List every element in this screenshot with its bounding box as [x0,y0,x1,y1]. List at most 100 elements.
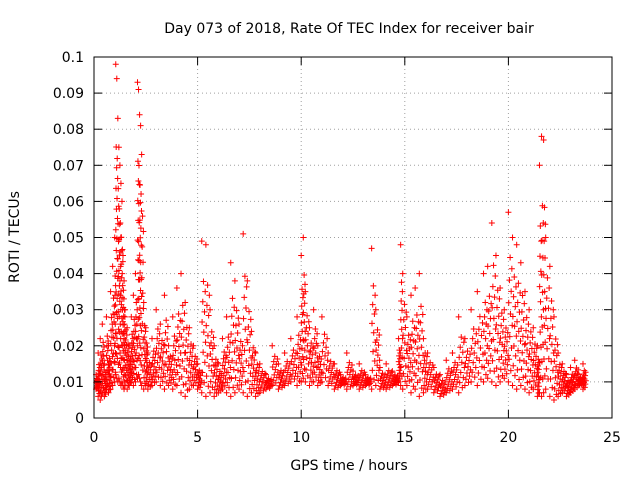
data-point [401,301,408,308]
data-point [116,205,123,212]
data-point [521,386,528,393]
data-point [115,185,122,192]
data-point [219,380,226,387]
data-point [375,367,382,374]
data-point [137,199,144,206]
data-point [97,396,104,403]
data-point [271,371,278,378]
data-point [318,378,325,385]
data-point [183,337,190,344]
data-point [582,372,589,379]
data-point [226,349,233,356]
data-point [134,296,141,303]
y-tick-label: 0 [75,411,84,427]
data-point [481,364,488,371]
data-point [554,341,561,348]
data-point [113,247,120,254]
data-point [274,356,281,363]
data-point [397,241,404,248]
data-point [247,316,254,323]
data-point [112,371,119,378]
data-point [420,389,427,396]
data-point [285,365,292,372]
data-point [535,366,542,373]
data-point [314,342,321,349]
data-point [416,393,423,400]
data-point [245,377,252,384]
data-point [403,313,410,320]
data-point [135,333,142,340]
data-point [133,321,140,328]
data-point [321,331,328,338]
data-point [409,331,416,338]
data-point [325,350,332,357]
data-point [558,364,565,371]
data-point [140,299,147,306]
data-point [107,373,114,380]
x-tick-label: 15 [396,430,414,446]
data-point [180,342,187,349]
data-point [121,321,128,328]
data-point [287,335,294,342]
data-point [224,344,231,351]
data-point [548,298,555,305]
data-point [256,364,263,371]
data-point [474,382,481,389]
data-point [245,362,252,369]
data-point [493,365,500,372]
data-point [242,305,249,312]
data-point [519,333,526,340]
data-point [514,366,521,373]
data-point [198,389,205,396]
data-point [442,378,449,385]
data-point [306,382,313,389]
data-point [149,335,156,342]
data-point [199,318,206,325]
data-point [542,221,549,228]
data-point [532,361,539,368]
data-point [250,365,257,372]
data-point [473,354,480,361]
data-point [414,345,421,352]
data-point [337,371,344,378]
data-point [203,322,210,329]
data-point [197,384,204,391]
data-point [116,162,123,169]
data-point [574,370,581,377]
data-point [131,358,138,365]
data-point [208,328,215,335]
data-point [437,383,444,390]
data-point [185,330,192,337]
data-point [555,350,562,357]
data-point [124,324,131,331]
data-point [239,364,246,371]
data-point [501,343,508,350]
data-point [381,381,388,388]
data-point [437,393,444,400]
data-point [485,360,492,367]
data-point [508,265,515,272]
data-point [493,321,500,328]
axis-ticks: 0 0.01 0.02 0.03 0.04 0.05 0.06 0.07 0.08 0.09 0.1… [53,50,621,446]
data-point [470,359,477,366]
data-point [396,367,403,374]
data-point [510,343,517,350]
x-axis-label: GPS time / hours [290,458,407,474]
data-point [134,79,141,86]
data-point [535,356,542,363]
data-point [423,360,430,367]
data-point [178,270,185,277]
data-point [505,209,512,216]
data-point [500,360,507,367]
data-point [424,386,431,393]
data-point [509,313,516,320]
data-point [225,334,232,341]
data-point [428,383,435,390]
data-point [281,350,288,357]
data-point [495,313,502,320]
data-point [509,234,516,241]
data-point [537,268,544,275]
data-point [121,277,128,284]
data-point [122,306,129,313]
data-point [163,348,170,355]
